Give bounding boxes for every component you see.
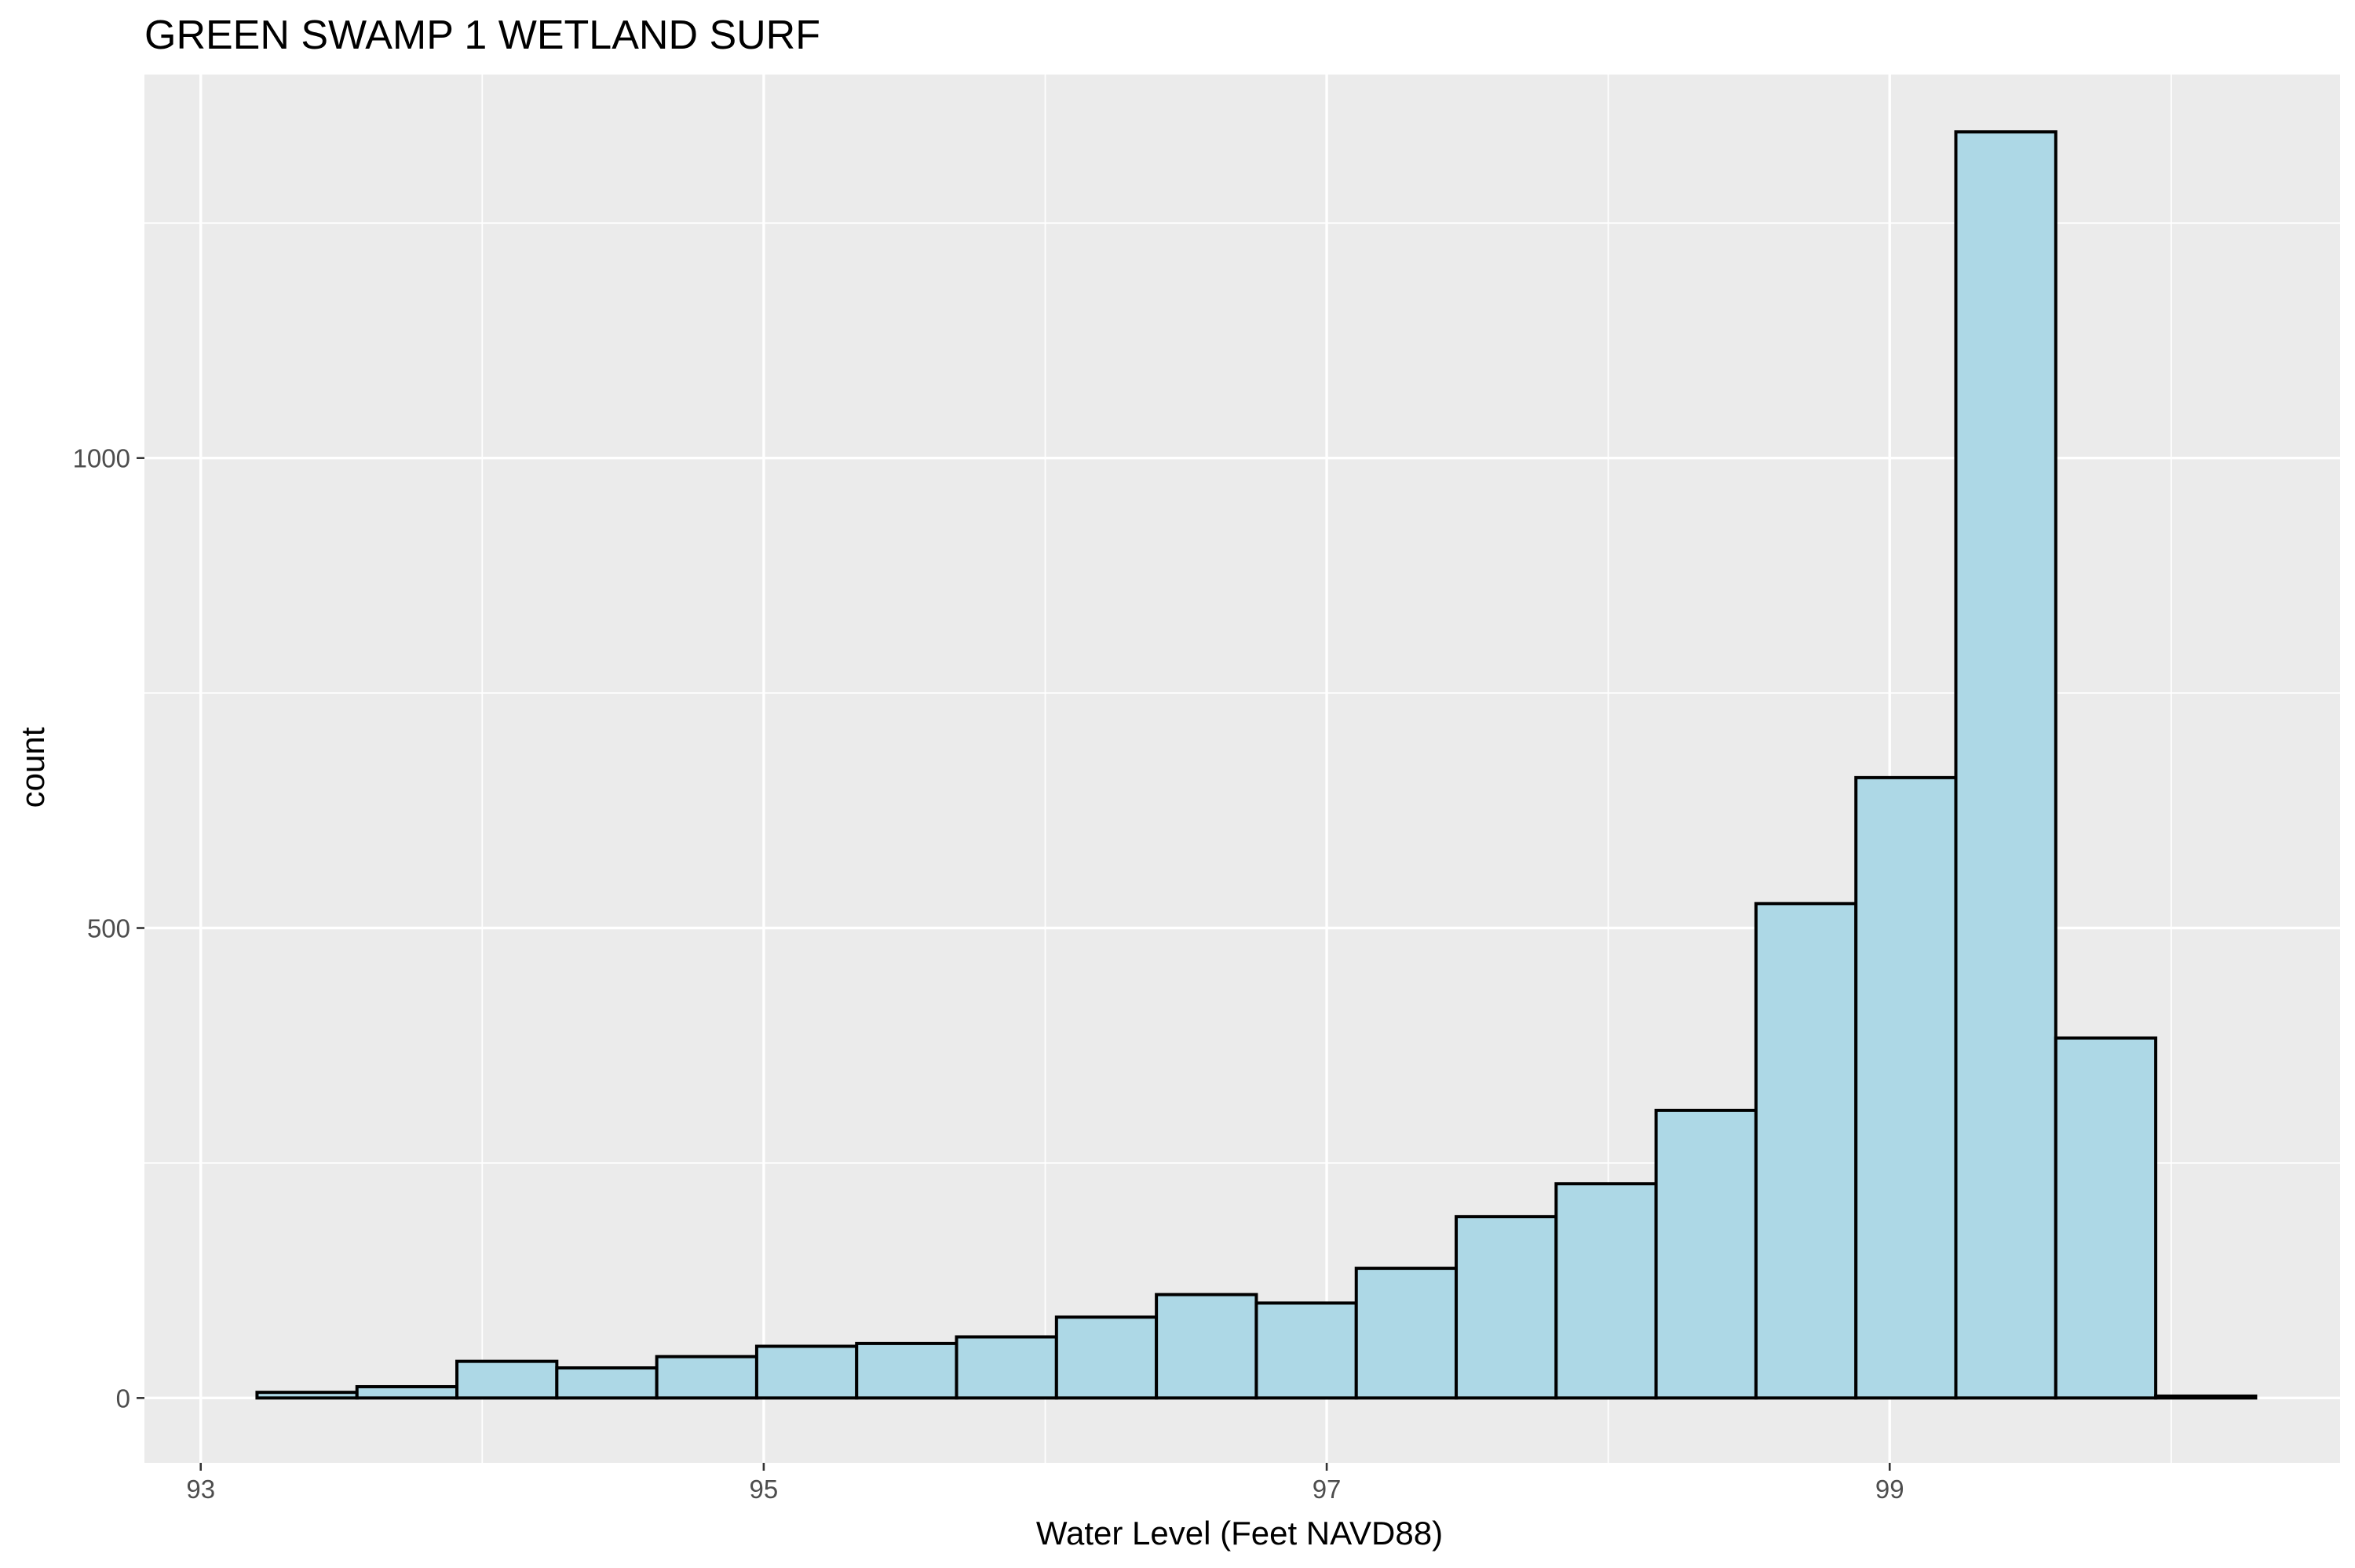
histogram-bar — [355, 1384, 459, 1400]
y-tick-label: 500 — [87, 914, 130, 943]
histogram-bar — [555, 1366, 659, 1400]
x-axis-title: Water Level (Feet NAVD88) — [1036, 1515, 1443, 1552]
x-tick-label: 95 — [750, 1475, 779, 1504]
histogram-bar — [1054, 1315, 1159, 1400]
histogram-bar — [1354, 1267, 1459, 1400]
x-tick-label: 93 — [186, 1475, 215, 1504]
y-tick-label: 0 — [116, 1384, 130, 1413]
histogram-bar — [1254, 1301, 1358, 1400]
chart-title: GREEN SWAMP 1 WETLAND SURF — [144, 13, 820, 58]
histogram-bar — [1155, 1293, 1258, 1400]
histogram-bar — [754, 1344, 859, 1400]
y-tick-label: 1000 — [73, 444, 130, 473]
histogram-bar — [955, 1335, 1058, 1400]
histogram-bar — [1954, 130, 2057, 1400]
x-tick-label: 99 — [1875, 1475, 1904, 1504]
histogram-bar — [1455, 1215, 1558, 1400]
histogram-bar — [2154, 1394, 2258, 1400]
x-axis-ticks: 93 95 97 99 — [186, 1463, 1904, 1504]
y-axis-ticks: 0 500 1000 — [73, 444, 144, 1413]
x-tick-label: 97 — [1313, 1475, 1342, 1504]
histogram-bar — [1554, 1182, 1658, 1400]
histogram-bar — [855, 1341, 958, 1400]
histogram-bar — [1654, 1108, 1758, 1400]
histogram-bar — [255, 1391, 359, 1400]
histogram-bar — [1854, 775, 1958, 1400]
y-axis-title: count — [14, 727, 51, 808]
histogram-bar — [1754, 902, 1858, 1400]
histogram-bar — [655, 1355, 758, 1400]
histogram-bars — [255, 130, 2258, 1400]
histogram-bar — [455, 1359, 559, 1400]
histogram-bar — [2054, 1036, 2158, 1400]
